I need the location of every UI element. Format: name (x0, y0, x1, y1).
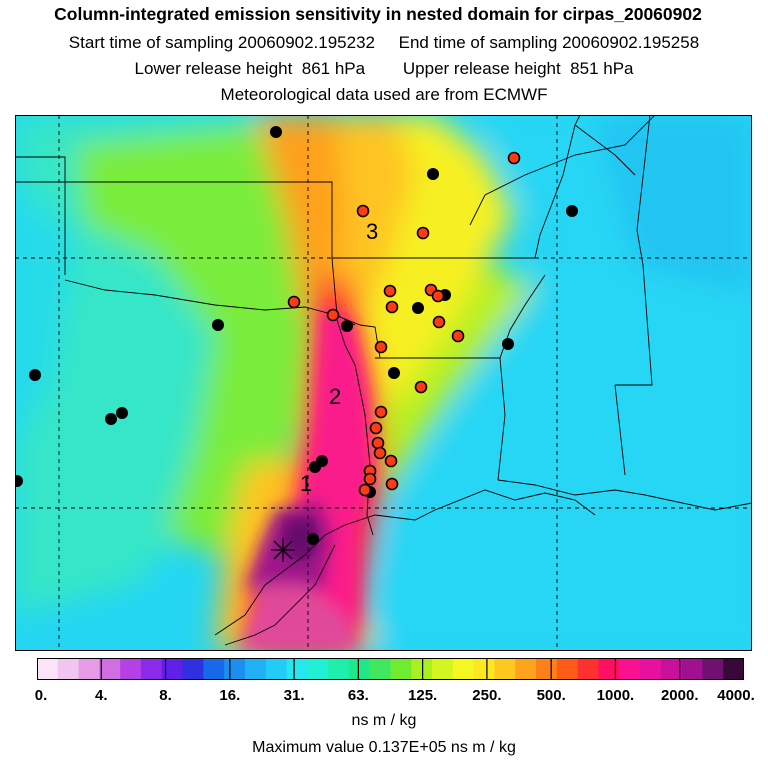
colorbar-tick-label: 63. (347, 687, 369, 704)
colorbar-swatch (723, 658, 745, 680)
cluster-label-3: 3 (366, 219, 378, 244)
colorbar-swatch (161, 658, 184, 680)
colorbar-swatch (702, 658, 724, 680)
colorbar-swatch (369, 658, 392, 680)
colorbar-swatch (494, 658, 516, 680)
colorbar-swatch (99, 658, 121, 680)
colorbar-units: ns m / kg (351, 712, 417, 729)
colorbar-swatch (619, 658, 641, 680)
colorbar-swatch (224, 658, 246, 680)
colorbar-tick-label: 125. (408, 687, 438, 704)
colorbar-swatch (515, 658, 537, 680)
cluster-label-1: 1 (300, 471, 312, 496)
colorbar-tick-label: 31. (283, 687, 305, 704)
colorbar-tick-label: 500. (536, 687, 566, 704)
release-location-marker (271, 538, 295, 562)
colorbar-swatch (411, 658, 433, 680)
colorbar-swatch (57, 658, 80, 680)
colorbar-swatch (182, 658, 204, 680)
meteorology-line: Meteorological data used are from ECMWF (220, 85, 548, 104)
maximum-value-note: Maximum value 0.137E+05 ns m / kg (252, 739, 516, 756)
colorbar-swatch (432, 658, 454, 680)
colorbar (36, 658, 745, 680)
colorbar-swatch (78, 658, 100, 680)
colorbar-swatch (348, 658, 371, 680)
colorbar-swatch (556, 658, 579, 680)
colorbar-swatch (452, 658, 475, 680)
colorbar-swatch (307, 658, 329, 680)
colorbar-tick-label: 4000. (717, 687, 755, 704)
colorbar-tick-label: 250. (472, 687, 502, 704)
black-cluster-markers (15, 126, 578, 545)
map-title: Column-integrated emission sensitivity i… (54, 4, 702, 24)
colorbar-tick-label: 0. (34, 687, 48, 704)
colorbar-swatch (536, 658, 558, 680)
sampling-time-line: Start time of sampling 20060902.195232 E… (68, 33, 700, 52)
colorbar-swatch (577, 658, 600, 680)
colorbar-swatch (328, 658, 350, 680)
colorbar-tick-label: 4. (95, 687, 108, 704)
colorbar-swatch (120, 658, 142, 680)
colorbar-swatch (244, 658, 267, 680)
colorbar-swatch (640, 658, 662, 680)
emission-sensitivity-map: 3 2 1 (15, 115, 752, 651)
colorbar-swatch (37, 658, 59, 680)
colorbar-swatch (390, 658, 412, 680)
colorbar-swatch (265, 658, 288, 680)
colorbar-swatch (598, 658, 620, 680)
colorbar-tick-label: 16. (219, 687, 241, 704)
colorbar-tick-label: 1000. (596, 687, 635, 704)
colorbar-swatch (140, 658, 163, 680)
release-height-line: Lower release height 861 hPa Upper relea… (134, 59, 634, 78)
colorbar-tick-label: 8. (159, 687, 172, 704)
colorbar-tick-label: 2000. (660, 687, 699, 704)
colorbar-swatch (286, 658, 308, 680)
colorbar-swatch (660, 658, 683, 680)
red-cluster-markers (287, 151, 521, 497)
cluster-label-2: 2 (329, 384, 341, 409)
colorbar-swatch (203, 658, 225, 680)
colorbar-swatch (681, 658, 704, 680)
colorbar-swatch (473, 658, 496, 680)
